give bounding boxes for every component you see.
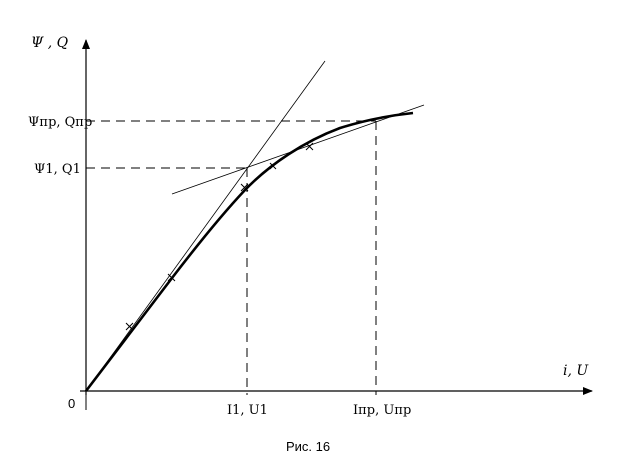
cross-marker [125,322,134,331]
magnetization-curve [84,111,414,392]
x-tick-sat-label: Iпр, Uпр [353,403,411,418]
secant-line [85,60,326,392]
curve-markers [125,142,314,331]
cross-marker [269,162,277,170]
cross-marker [167,273,176,282]
figure-caption: Рис. 16 [286,439,330,454]
cross-marker [240,183,249,192]
y-tick-1-label: Ψ1, Q1 [34,162,81,177]
cross-marker [305,142,314,151]
x-axis-label: i, U [563,363,589,379]
x-tick-1-label: I1, U1 [227,403,268,418]
y-tick-sat-label: Ψпр, Qпр [28,115,92,130]
y-axis-label: Ψ , Q [31,35,69,51]
origin-label: 0 [68,396,75,411]
